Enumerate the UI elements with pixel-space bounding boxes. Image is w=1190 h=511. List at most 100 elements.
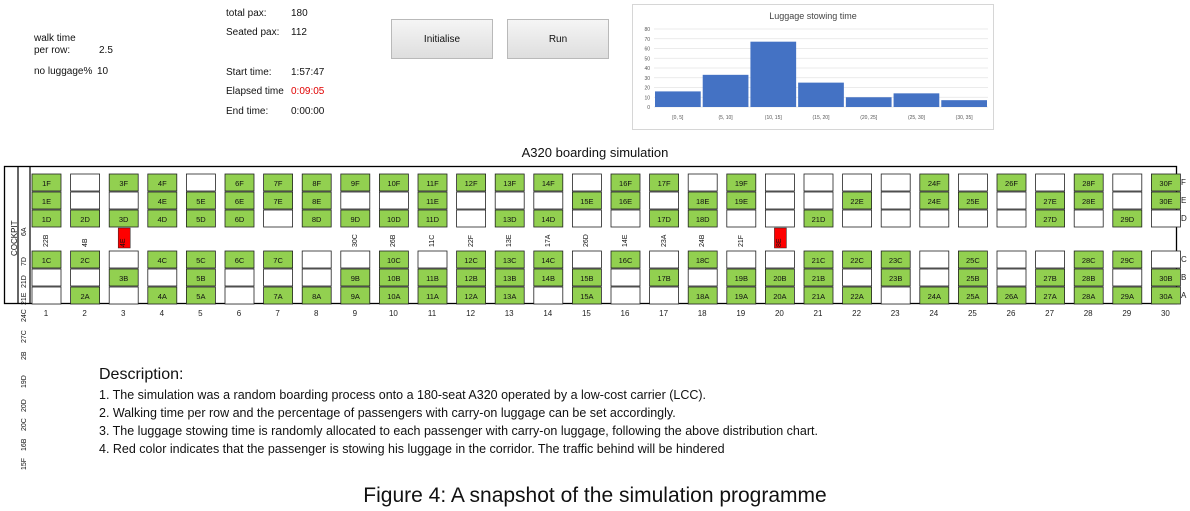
seat[interactable] — [1073, 191, 1104, 210]
seat[interactable] — [1035, 209, 1065, 228]
seat[interactable] — [880, 268, 911, 287]
seat[interactable] — [1073, 268, 1104, 287]
seat[interactable] — [610, 173, 641, 192]
seat[interactable] — [263, 268, 294, 287]
seat[interactable] — [108, 191, 139, 210]
seat[interactable] — [533, 250, 564, 269]
seat[interactable] — [263, 250, 294, 269]
seat[interactable] — [649, 191, 679, 210]
seat[interactable] — [1151, 209, 1181, 228]
seat[interactable] — [301, 250, 332, 269]
seat[interactable] — [803, 191, 834, 210]
seat[interactable] — [1073, 286, 1104, 305]
seat[interactable] — [765, 191, 795, 210]
run-button[interactable]: Run — [507, 19, 609, 59]
seat[interactable] — [417, 209, 448, 228]
seat[interactable] — [456, 268, 487, 287]
seat[interactable] — [224, 286, 255, 305]
seat[interactable] — [649, 250, 679, 269]
seat[interactable] — [185, 173, 216, 192]
no-luggage-value[interactable]: 10 — [97, 66, 109, 77]
seat[interactable] — [687, 268, 718, 287]
seat[interactable] — [301, 286, 332, 305]
seat[interactable] — [610, 250, 641, 269]
seat[interactable] — [996, 250, 1027, 269]
seat[interactable] — [572, 268, 602, 287]
seat[interactable] — [185, 209, 216, 228]
seat[interactable] — [919, 191, 950, 210]
seat[interactable] — [610, 286, 641, 305]
seat[interactable] — [456, 191, 487, 210]
seat[interactable] — [1035, 286, 1065, 305]
seat[interactable] — [494, 268, 525, 287]
seat[interactable] — [765, 209, 795, 228]
seat[interactable] — [842, 268, 872, 287]
seat[interactable] — [572, 209, 602, 228]
seat[interactable] — [1112, 286, 1143, 305]
seat[interactable] — [31, 209, 62, 228]
seat[interactable] — [378, 209, 409, 228]
seat[interactable] — [340, 268, 371, 287]
seat[interactable] — [687, 173, 718, 192]
seat[interactable] — [842, 173, 872, 192]
seat[interactable] — [147, 268, 178, 287]
seat[interactable] — [996, 191, 1027, 210]
seat[interactable] — [456, 286, 487, 305]
seat[interactable] — [765, 286, 795, 305]
seat[interactable] — [803, 250, 834, 269]
walk-time-value[interactable]: 2.5 — [99, 45, 113, 56]
seat[interactable] — [649, 286, 679, 305]
seat[interactable] — [147, 286, 178, 305]
seat[interactable] — [147, 209, 178, 228]
seat[interactable] — [958, 209, 988, 228]
seat[interactable] — [263, 191, 294, 210]
seat[interactable] — [533, 173, 564, 192]
seat[interactable] — [301, 268, 332, 287]
seat[interactable] — [919, 268, 950, 287]
seat[interactable] — [1035, 268, 1065, 287]
seat[interactable] — [70, 286, 100, 305]
seat[interactable] — [726, 173, 757, 192]
seat[interactable] — [224, 250, 255, 269]
seat[interactable] — [185, 250, 216, 269]
seat[interactable] — [147, 191, 178, 210]
seat[interactable] — [765, 173, 795, 192]
seat[interactable] — [70, 268, 100, 287]
initialise-button[interactable]: Initialise — [391, 19, 493, 59]
seat[interactable] — [31, 173, 62, 192]
seat[interactable] — [996, 173, 1027, 192]
seat[interactable] — [108, 209, 139, 228]
seat[interactable] — [1112, 191, 1143, 210]
seat[interactable] — [340, 209, 371, 228]
seat[interactable] — [494, 286, 525, 305]
seat[interactable] — [803, 209, 834, 228]
seat[interactable] — [649, 173, 679, 192]
seat[interactable] — [765, 268, 795, 287]
seat[interactable] — [610, 268, 641, 287]
seat[interactable] — [417, 268, 448, 287]
seat[interactable] — [880, 286, 911, 305]
seat[interactable] — [185, 286, 216, 305]
seat[interactable] — [301, 173, 332, 192]
seat[interactable] — [417, 191, 448, 210]
seat[interactable] — [456, 250, 487, 269]
seat[interactable] — [340, 173, 371, 192]
seat[interactable] — [687, 209, 718, 228]
seat[interactable] — [1151, 250, 1181, 269]
seat[interactable] — [919, 286, 950, 305]
seat[interactable] — [996, 268, 1027, 287]
seat[interactable] — [494, 173, 525, 192]
seat[interactable] — [842, 209, 872, 228]
seat[interactable] — [919, 209, 950, 228]
seat[interactable] — [880, 209, 911, 228]
seat[interactable] — [1151, 286, 1181, 305]
seat[interactable] — [1151, 173, 1181, 192]
seat[interactable] — [1112, 173, 1143, 192]
seat[interactable] — [610, 191, 641, 210]
seat[interactable] — [1151, 268, 1181, 287]
seat[interactable] — [263, 209, 294, 228]
seat[interactable] — [726, 191, 757, 210]
seat[interactable] — [919, 250, 950, 269]
seat[interactable] — [533, 268, 564, 287]
seat[interactable] — [378, 250, 409, 269]
